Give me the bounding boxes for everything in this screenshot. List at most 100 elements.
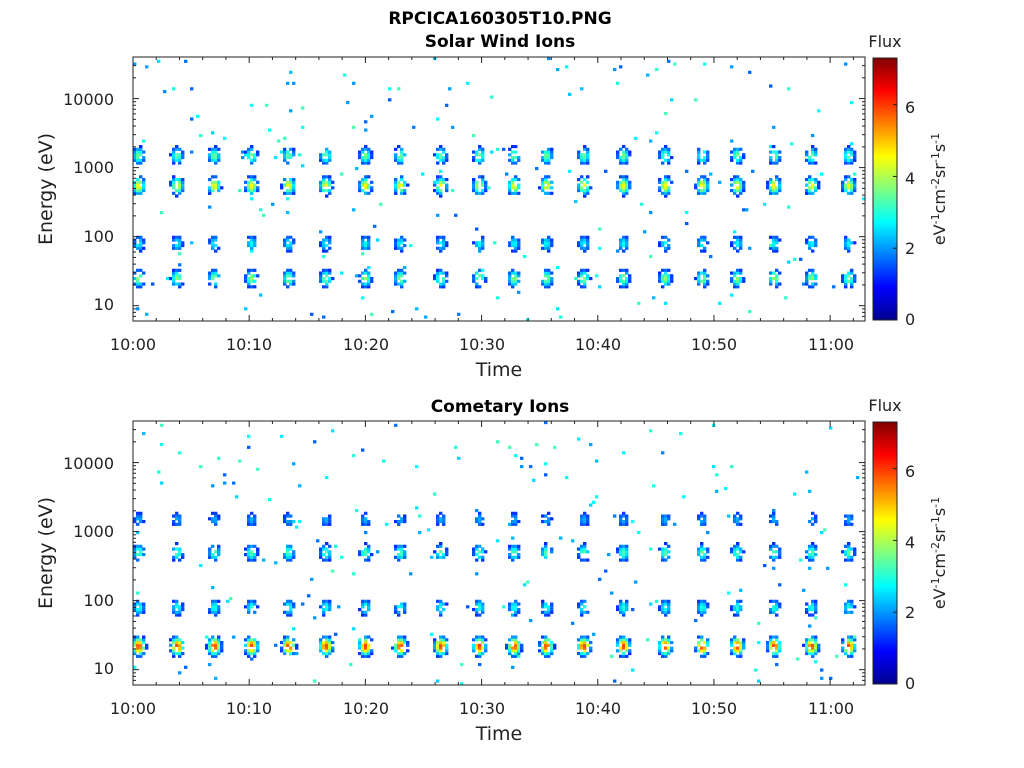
heatmap-cell	[619, 520, 623, 524]
heatmap-cell	[478, 550, 482, 554]
heatmap-cell	[181, 153, 185, 157]
heatmap-cell	[439, 602, 443, 606]
heatmap-cell	[475, 277, 479, 281]
heatmap-cell	[211, 180, 215, 184]
heatmap-cell	[667, 175, 671, 179]
heatmap-cell	[772, 125, 776, 129]
heatmap-cell	[541, 156, 545, 160]
heatmap-cell	[322, 599, 326, 603]
heatmap-cell	[583, 517, 587, 521]
heatmap-cell	[844, 282, 848, 286]
heatmap-cell	[250, 274, 254, 278]
heatmap-cell	[133, 605, 137, 609]
heatmap-cell	[286, 511, 290, 515]
heatmap-cell	[544, 282, 548, 286]
heatmap-cell	[667, 279, 671, 283]
heatmap-cell	[436, 646, 440, 650]
heatmap-cell	[847, 550, 851, 554]
heatmap-cell	[664, 268, 668, 272]
heatmap-cell	[364, 180, 368, 184]
heatmap-cell	[739, 605, 743, 609]
heatmap-cell	[580, 274, 584, 278]
heatmap-cell	[814, 599, 818, 603]
heatmap-cell	[394, 147, 398, 151]
heatmap-cell	[697, 183, 701, 187]
heatmap-cell	[361, 654, 365, 658]
heatmap-cell	[775, 274, 779, 278]
heatmap-cell	[247, 553, 251, 557]
heatmap-cell	[730, 156, 734, 160]
heatmap-cell	[289, 646, 293, 650]
heatmap-cell	[442, 244, 446, 248]
heatmap-cell	[208, 547, 212, 551]
heatmap-cell	[730, 244, 734, 248]
heatmap-cell	[295, 643, 299, 647]
heatmap-cell	[547, 57, 551, 61]
heatmap-cell	[436, 522, 440, 526]
heatmap-cell	[508, 544, 512, 548]
heatmap-cell	[328, 183, 332, 187]
heatmap-cell	[706, 150, 710, 154]
heatmap-cell	[814, 605, 818, 609]
heatmap-cell	[847, 558, 851, 562]
heatmap-cell	[844, 183, 848, 187]
heatmap-cell	[820, 531, 824, 535]
heatmap-cell	[730, 641, 734, 645]
heatmap-cell	[400, 550, 404, 554]
heatmap-cell	[178, 613, 182, 617]
heatmap-cell	[358, 641, 362, 645]
heatmap-cell	[778, 189, 782, 193]
heatmap-cell	[319, 274, 323, 278]
heatmap-cell	[232, 481, 236, 485]
heatmap-cell	[778, 158, 782, 162]
heatmap-cell	[481, 558, 485, 562]
heatmap-cell	[733, 279, 737, 283]
heatmap-cell	[622, 638, 626, 642]
heatmap-cell	[211, 544, 215, 548]
heatmap-cell	[625, 186, 629, 190]
heatmap-cell	[436, 175, 440, 179]
heatmap-cell	[475, 646, 479, 650]
heatmap-cell	[208, 550, 212, 554]
heatmap-cell	[853, 553, 857, 557]
heatmap-cell	[766, 649, 770, 653]
heatmap-cell	[328, 550, 332, 554]
heatmap-cell	[664, 282, 668, 286]
heatmap-cell	[613, 514, 617, 518]
heatmap-cell	[394, 547, 398, 551]
heatmap-cell	[217, 652, 221, 656]
heatmap-cell	[544, 153, 548, 157]
heatmap-cell	[145, 643, 149, 647]
heatmap-cell	[142, 183, 146, 187]
heatmap-cell	[175, 605, 179, 609]
heatmap-cell	[541, 635, 545, 639]
heatmap-cell	[133, 241, 137, 245]
heatmap-cell	[160, 443, 164, 447]
heatmap-cell	[259, 208, 263, 212]
heatmap-cell	[772, 641, 776, 645]
heatmap-cell	[730, 279, 734, 283]
heatmap-cell	[664, 558, 668, 562]
heatmap-cell	[301, 106, 305, 110]
heatmap-cell	[286, 180, 290, 184]
heatmap-cell	[598, 577, 602, 581]
heatmap-cell	[667, 161, 671, 165]
heatmap-cell	[319, 547, 323, 551]
heatmap-cell	[556, 266, 560, 270]
heatmap-cell	[646, 73, 650, 77]
heatmap-cell	[139, 550, 143, 554]
heatmap-cell	[478, 511, 482, 515]
heatmap-cell	[319, 279, 323, 283]
heatmap-cell	[364, 161, 368, 165]
heatmap-cell	[622, 238, 626, 242]
heatmap-cell	[481, 183, 485, 187]
heatmap-cell	[481, 191, 485, 195]
heatmap-cell	[733, 544, 737, 548]
heatmap-cell	[844, 522, 848, 526]
heatmap-cell	[736, 641, 740, 645]
heatmap-cell	[547, 238, 551, 242]
heatmap-cell	[586, 175, 590, 179]
heatmap-cell	[541, 279, 545, 283]
heatmap-cell	[733, 646, 737, 650]
heatmap-cell	[433, 183, 437, 187]
